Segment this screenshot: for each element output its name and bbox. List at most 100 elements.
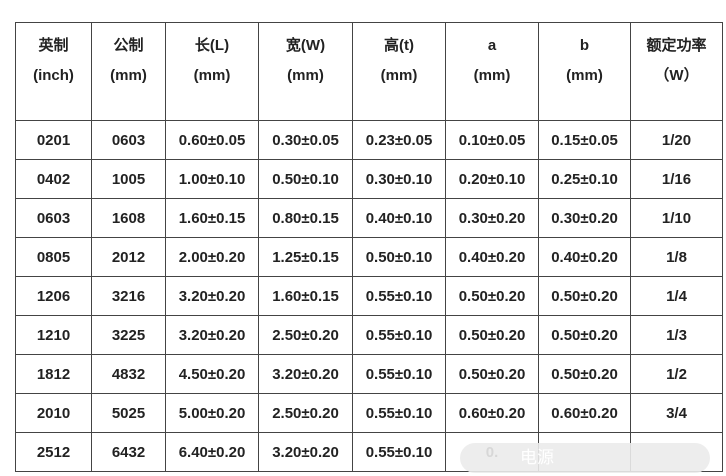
table-cell: 0.50±0.10 [258,159,353,199]
table-row: 2010 5025 5.00±0.20 2.50±0.20 0.55±0.10 0.60±… [15,393,723,433]
header-line-1: 宽(W) [285,37,326,54]
table-cell: 3216 [91,276,166,316]
table-cell: 1608 [91,198,166,238]
table-cell: 5.00±0.20 [165,393,259,433]
table-cell: 0201 [15,120,92,160]
table-cell: 2012 [91,237,166,277]
table-cell: 2.00±0.20 [165,237,259,277]
header-line-2: (mm) [566,67,603,84]
table-row: 0603 1608 1.60±0.15 0.80±0.15 0.40±0.10 0.30±… [15,198,723,238]
table-cell: 0.30±0.20 [538,198,631,238]
table-cell: 5025 [91,393,166,433]
table-cell: 1/8 [630,237,723,277]
header-line-1: 英制 [38,37,69,54]
table-cell: 1/10 [630,198,723,238]
table-row: 0402 1005 1.00±0.10 0.50±0.10 0.30±0.10 0.20±… [15,159,723,199]
table-cell: 1/20 [630,120,723,160]
table-cell: 0.20±0.10 [445,159,539,199]
table-cell: 0.50±0.20 [445,354,539,394]
table-cell: 0.15±0.05 [538,120,631,160]
resistor-size-table: 英制 (inch) 公制 (mm) 长(L) (mm) 宽(W) (mm) 高(t) (mm) a (… [15,22,723,472]
table-cell: 1206 [15,276,92,316]
table-cell: 0.50±0.10 [352,237,446,277]
column-header: a (mm) [445,22,539,121]
table-cell: 0.55±0.10 [352,354,446,394]
header-line-1: 额定功率 [646,37,707,54]
table-cell: 4.50±0.20 [165,354,259,394]
column-header: 公制 (mm) [91,22,166,121]
table-cell: 0.30±0.10 [352,159,446,199]
table-row: 0805 2012 2.00±0.20 1.25±0.15 0.50±0.10 0.40±… [15,237,723,277]
table-cell: 3.20±0.20 [165,315,259,355]
header-line-2: (inch) [33,67,74,84]
table-cell: 1210 [15,315,92,355]
table-cell: 3.20±0.20 [258,432,353,472]
header-line-2: （W） [654,67,699,84]
column-header: 长(L) (mm) [165,22,259,121]
table-cell: 1.00±0.10 [165,159,259,199]
table-cell: 1.60±0.15 [165,198,259,238]
table-cell: 0603 [91,120,166,160]
table-cell: 0.50±0.20 [538,315,631,355]
table-cell: 0.40±0.20 [538,237,631,277]
table-cell: 0.60±0.20 [538,393,631,433]
table-cell: 0.10±0.05 [445,120,539,160]
table-cell: 0402 [15,159,92,199]
table-cell: 1/16 [630,159,723,199]
table-cell: 0.40±0.20 [445,237,539,277]
table-row: 1206 3216 3.20±0.20 1.60±0.15 0.55±0.10 0.50±… [15,276,723,316]
table-cell: 2010 [15,393,92,433]
table-cell: 0.50±0.20 [445,315,539,355]
table-cell: 0.80±0.15 [258,198,353,238]
table-cell: 4832 [91,354,166,394]
column-header: 宽(W) (mm) [258,22,353,121]
header-row: 英制 (inch) 公制 (mm) 长(L) (mm) 宽(W) (mm) 高(t) (mm) a (… [15,22,723,121]
table-cell: 6.40±0.20 [165,432,259,472]
header-line-2: (mm) [473,67,511,84]
header-line-1: 公制 [113,37,144,54]
column-header: 额定功率 （W） [630,22,723,121]
table-cell: 2.50±0.20 [258,393,353,433]
table-row: 1210 3225 3.20±0.20 2.50±0.20 0.55±0.10 0.50±… [15,315,723,355]
table-cell: 0.60±0.05 [165,120,259,160]
table-cell: 0.55±0.10 [352,393,446,433]
column-header: 高(t) (mm) [352,22,446,121]
table-cell: 0.60±0.20 [445,393,539,433]
table-cell: 0.55±0.10 [352,315,446,355]
header-line-2: (mm) [110,67,147,84]
table-cell: 0.30±0.05 [258,120,353,160]
watermark: 电源 [460,443,710,473]
table-cell: 3225 [91,315,166,355]
table-cell: 0.23±0.05 [352,120,446,160]
table-cell: 1812 [15,354,92,394]
table-cell: 1.25±0.15 [258,237,353,277]
table-cell: 3/4 [630,393,723,433]
table-cell: 6432 [91,432,166,472]
table-row: 0201 0603 0.60±0.05 0.30±0.05 0.23±0.05 0.10±… [15,120,723,160]
header-line-2: (mm) [287,67,324,84]
table-cell: 0603 [15,198,92,238]
header-line-1: b [579,37,590,54]
table-cell: 3.20±0.20 [258,354,353,394]
table-cell: 1/4 [630,276,723,316]
table-cell: 3.20±0.20 [165,276,259,316]
table-cell: 1005 [91,159,166,199]
table-cell: 0.55±0.10 [352,432,446,472]
header-line-1: a [487,37,497,54]
header-line-1: 高(t) [384,37,414,54]
header-line-2: (mm) [380,67,418,84]
table-cell: 1.60±0.15 [258,276,353,316]
table-cell: 0.50±0.20 [538,354,631,394]
column-header: b (mm) [538,22,631,121]
table-cell: 0.50±0.20 [538,276,631,316]
table-row: 1812 4832 4.50±0.20 3.20±0.20 0.55±0.10 0.50±… [15,354,723,394]
table-cell: 0805 [15,237,92,277]
table-cell: 2.50±0.20 [258,315,353,355]
column-header: 英制 (inch) [15,22,92,121]
table-cell: 1/2 [630,354,723,394]
table-cell: 0.55±0.10 [352,276,446,316]
header-line-1: 长(L) [194,37,230,54]
table-cell: 0.25±0.10 [538,159,631,199]
table-cell: 2512 [15,432,92,472]
table-cell: 0.30±0.20 [445,198,539,238]
